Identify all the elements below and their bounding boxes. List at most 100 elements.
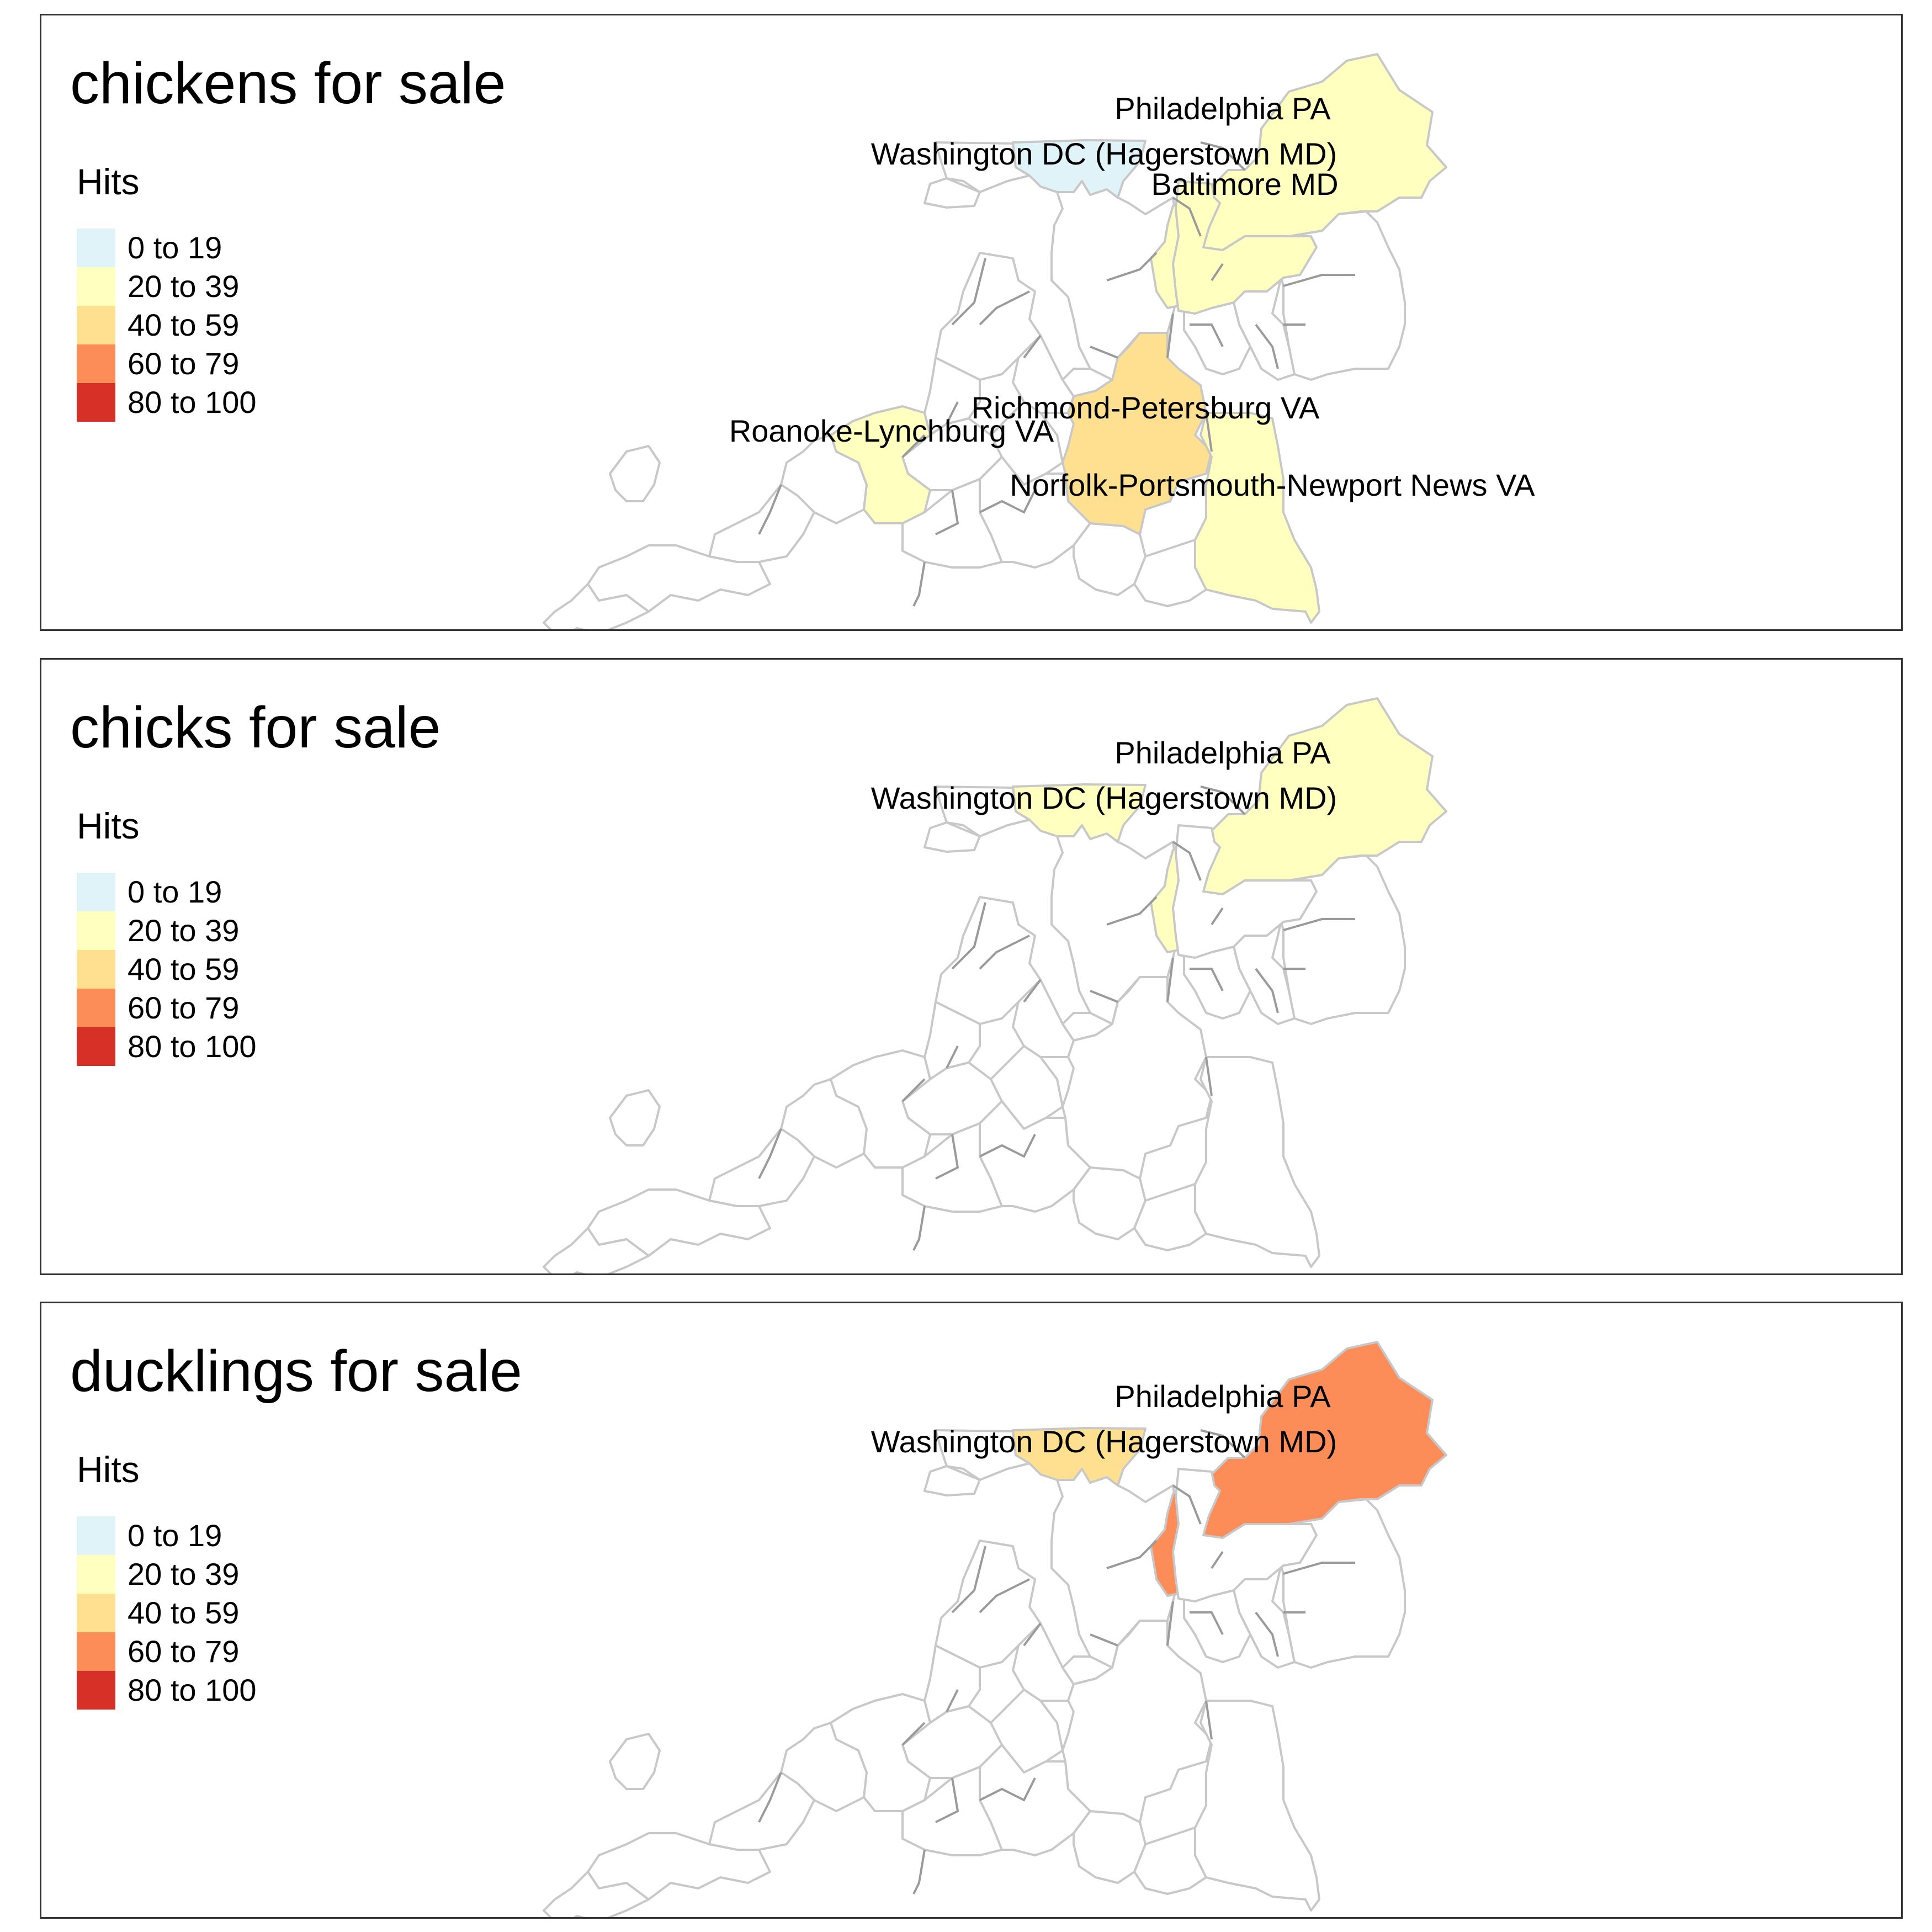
legend-swatch <box>77 267 115 306</box>
legend-label: 20 to 39 <box>128 269 240 304</box>
region-baltimore-md <box>1172 1468 1318 1602</box>
legend-item: 80 to 100 <box>77 1671 257 1710</box>
region-outline <box>708 1771 815 1851</box>
boundary-line <box>979 935 1030 970</box>
boundary-line <box>1172 1484 1202 1525</box>
choropleth-map: Philadelphia PA Washington DC (Hagerstown… <box>543 53 1535 629</box>
region-washington-dc-hagerstown-md <box>1012 139 1147 199</box>
legend-item: 60 to 79 <box>77 344 257 383</box>
legend-item: 60 to 79 <box>77 989 257 1027</box>
legend-swatch <box>77 1594 115 1632</box>
boundary-line <box>979 1578 1030 1613</box>
map-panel-chicks: chicks for sale Hits 0 to 19 20 to 39 40… <box>40 658 1903 1275</box>
boundary-line <box>1255 323 1279 369</box>
legend-swatch <box>77 306 115 344</box>
choropleth-map: Philadelphia PA Washington DC (Hagerstown… <box>543 697 1447 1273</box>
region-washington-dc-hagerstown-md <box>1012 1427 1147 1487</box>
region-norfolk-portsmouth-newport-news-va <box>1194 1700 1320 1912</box>
boundary-line <box>1211 907 1224 926</box>
boundary-line <box>946 401 959 424</box>
region-outline <box>609 445 661 502</box>
map-panel-chickens: chickens for sale Hits 0 to 19 20 to 39 … <box>40 14 1903 631</box>
region-label: Baltimore MD <box>1151 167 1338 201</box>
region-richmond-petersburg-va <box>1061 1620 1213 1823</box>
boundary-line <box>1205 412 1213 452</box>
boundary-line <box>912 561 926 607</box>
boundary-line <box>758 484 782 535</box>
legend-item: 80 to 100 <box>77 383 257 422</box>
boundary-line <box>951 258 986 326</box>
boundary-line <box>1172 197 1202 237</box>
legend-swatch <box>77 1027 115 1066</box>
region-richmond-petersburg-va <box>1061 332 1213 535</box>
region-label: Philadelphia PA <box>1114 735 1331 770</box>
region-label: Norfolk-Portsmouth-Newport News VA <box>1010 468 1535 502</box>
region-outline <box>609 1089 661 1147</box>
boundary-line <box>758 1772 782 1823</box>
region-outline <box>923 177 981 209</box>
legend-label: 60 to 79 <box>128 990 240 1025</box>
legend-item: 80 to 100 <box>77 1027 257 1066</box>
boundary-line <box>1190 968 1224 991</box>
boundary-line <box>901 1078 926 1102</box>
boundary-line <box>1283 1562 1355 1575</box>
boundary-line <box>1205 1700 1213 1740</box>
boundary-line <box>951 902 986 970</box>
legend-swatch <box>77 344 115 383</box>
boundary-line <box>1211 1551 1224 1569</box>
boundary-line <box>1023 335 1042 359</box>
region-label: Roanoke-Lynchburg VA <box>729 413 1054 448</box>
legend-swatch <box>77 950 115 989</box>
region-outline <box>543 1871 650 1917</box>
legend-label: 60 to 79 <box>128 346 240 381</box>
boundary-line <box>1200 785 1246 815</box>
boundary-line <box>912 1206 926 1251</box>
legend-swatch <box>77 911 115 950</box>
boundary-line <box>935 1134 959 1180</box>
legend-swatch <box>77 989 115 1027</box>
region-outline <box>708 1128 815 1207</box>
boundary-line <box>1166 313 1174 358</box>
legend-item: 0 to 19 <box>77 873 257 911</box>
boundary-line <box>1090 346 1118 359</box>
legend-title: Hits <box>77 805 140 846</box>
legend-label: 40 to 59 <box>128 952 240 986</box>
legend-swatch <box>77 229 115 267</box>
region-label: Washington DC (Hagerstown MD) <box>871 1424 1337 1459</box>
region-outline <box>543 1227 650 1273</box>
boundary-line <box>1106 1540 1158 1569</box>
region-roanoke-lynchburg-va <box>830 405 931 524</box>
region-norfolk-portsmouth-newport-news-va <box>1194 412 1320 624</box>
boundary-line <box>1023 1622 1042 1647</box>
region-washington-dc-hagerstown-md <box>1012 783 1147 843</box>
legend-swatch <box>77 1516 115 1555</box>
boundary-line <box>935 490 959 535</box>
legend-label: 0 to 19 <box>128 1518 222 1553</box>
region-label: Washington DC (Hagerstown MD) <box>871 136 1337 171</box>
boundary-line <box>1200 1429 1246 1459</box>
region-outline <box>901 1122 1003 1213</box>
legend: Hits 0 to 19 20 to 39 40 to 59 60 to 79 … <box>77 163 257 422</box>
legend-label: 80 to 100 <box>128 1029 257 1064</box>
boundary-line <box>1090 990 1118 1003</box>
panel-title: chicks for sale <box>70 695 441 760</box>
legend-label: 40 to 59 <box>128 1595 240 1630</box>
boundary-line <box>1211 263 1224 282</box>
boundary-line <box>1200 141 1246 171</box>
region-baltimore-md <box>1172 824 1318 959</box>
boundary-line <box>1190 1611 1224 1635</box>
boundary-line <box>912 1849 926 1894</box>
region-outline <box>543 583 650 629</box>
region-outline <box>708 484 815 563</box>
legend-label: 20 to 39 <box>128 913 240 948</box>
region-label: Philadelphia PA <box>1114 1379 1331 1414</box>
boundary-line <box>979 490 1036 514</box>
boundary-line <box>1166 957 1174 1002</box>
boundary-line <box>1205 1057 1213 1096</box>
boundary-line <box>1283 274 1355 287</box>
boundary-line <box>1255 968 1279 1013</box>
region-outline <box>901 1766 1003 1856</box>
legend-item: 40 to 59 <box>77 1594 257 1632</box>
legend-item: 60 to 79 <box>77 1632 257 1671</box>
region-richmond-petersburg-va <box>1061 976 1213 1180</box>
